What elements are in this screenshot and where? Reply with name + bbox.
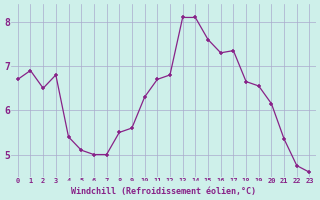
X-axis label: Windchill (Refroidissement éolien,°C): Windchill (Refroidissement éolien,°C) <box>71 187 256 196</box>
